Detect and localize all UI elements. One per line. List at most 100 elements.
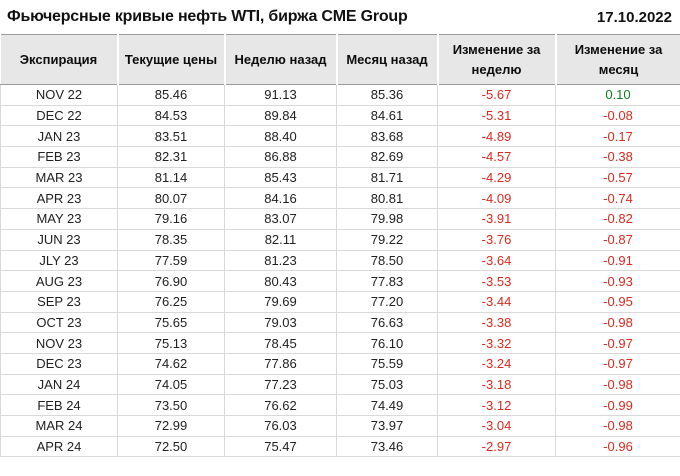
expiration-cell: MAY 23 bbox=[0, 208, 118, 230]
current-price-cell: 74.05 bbox=[117, 374, 225, 396]
week-change-cell: -5.67 bbox=[437, 84, 556, 106]
header-row: Экспирация Текущие цены Неделю назад Мес… bbox=[0, 34, 680, 85]
expiration-cell: JUN 23 bbox=[0, 229, 118, 251]
week-ago-cell: 76.62 bbox=[224, 394, 337, 416]
month-ago-cell: 76.63 bbox=[336, 312, 438, 334]
month-ago-cell: 78.50 bbox=[336, 250, 438, 272]
table-row: FEB 24 73.50 76.62 74.49 -3.12 -0.99 bbox=[0, 394, 680, 416]
month-change-cell: -0.95 bbox=[555, 291, 680, 313]
expiration-cell: APR 24 bbox=[0, 436, 118, 458]
table-row: MAR 24 72.99 76.03 73.97 -3.04 -0.98 bbox=[0, 415, 680, 437]
week-ago-cell: 83.07 bbox=[224, 208, 337, 230]
week-ago-cell: 76.03 bbox=[224, 415, 337, 437]
week-change-cell: -3.53 bbox=[437, 270, 556, 292]
month-change-cell: -0.91 bbox=[555, 250, 680, 272]
current-price-cell: 76.90 bbox=[117, 270, 225, 292]
month-ago-cell: 79.22 bbox=[336, 229, 438, 251]
expiration-cell: NOV 23 bbox=[0, 332, 118, 354]
table-row: JLY 23 77.59 81.23 78.50 -3.64 -0.91 bbox=[0, 250, 680, 272]
expiration-cell: FEB 23 bbox=[0, 146, 118, 168]
current-price-cell: 79.16 bbox=[117, 208, 225, 230]
week-change-cell: -3.04 bbox=[437, 415, 556, 437]
futures-table: Экспирация Текущие цены Неделю назад Мес… bbox=[0, 34, 680, 458]
table-row: DEC 22 84.53 89.84 84.61 -5.31 -0.08 bbox=[0, 105, 680, 127]
expiration-cell: JAN 24 bbox=[0, 374, 118, 396]
week-ago-cell: 79.03 bbox=[224, 312, 337, 334]
column-header-week-ago: Неделю назад bbox=[223, 34, 337, 85]
week-change-cell: -3.12 bbox=[437, 394, 556, 416]
current-price-cell: 72.99 bbox=[117, 415, 225, 437]
current-price-cell: 73.50 bbox=[117, 394, 225, 416]
futures-table-body: NOV 22 85.46 91.13 85.36 -5.67 0.10 DEC 22 84.5… bbox=[0, 84, 680, 458]
expiration-cell: MAR 24 bbox=[0, 415, 118, 437]
week-ago-cell: 85.43 bbox=[224, 167, 337, 189]
week-change-cell: -3.91 bbox=[437, 208, 556, 230]
expiration-cell: NOV 22 bbox=[0, 84, 118, 106]
table-row: JAN 23 83.51 88.40 83.68 -4.89 -0.17 bbox=[0, 125, 680, 148]
current-price-cell: 74.62 bbox=[117, 353, 225, 375]
table-row: DEC 23 74.62 77.86 75.59 -3.24 -0.97 bbox=[0, 353, 680, 375]
month-ago-cell: 77.20 bbox=[336, 291, 438, 313]
current-price-cell: 84.53 bbox=[117, 105, 225, 127]
table-row: NOV 22 85.46 91.13 85.36 -5.67 0.10 bbox=[0, 84, 680, 106]
month-ago-cell: 74.49 bbox=[336, 394, 438, 416]
futures-table-header: Экспирация Текущие цены Неделю назад Мес… bbox=[0, 34, 680, 85]
current-price-cell: 80.07 bbox=[117, 187, 225, 210]
week-change-cell: -3.18 bbox=[437, 374, 556, 396]
month-change-cell: -0.87 bbox=[555, 229, 680, 251]
month-ago-cell: 75.59 bbox=[336, 353, 438, 375]
table-row: JUN 23 78.35 82.11 79.22 -3.76 -0.87 bbox=[0, 229, 680, 251]
week-ago-cell: 89.84 bbox=[224, 105, 337, 127]
expiration-cell: SEP 23 bbox=[0, 291, 118, 313]
month-ago-cell: 85.36 bbox=[336, 84, 438, 106]
week-ago-cell: 88.40 bbox=[224, 125, 337, 148]
week-ago-cell: 86.88 bbox=[224, 146, 337, 168]
page-title: Фьючерсные кривые нефть WTI, биржа CME G… bbox=[7, 8, 408, 25]
week-change-cell: -2.97 bbox=[437, 436, 556, 458]
expiration-cell: OCT 23 bbox=[0, 312, 118, 334]
column-header-current-price: Текущие цены bbox=[116, 34, 225, 85]
month-ago-cell: 83.68 bbox=[336, 125, 438, 148]
month-ago-cell: 84.61 bbox=[336, 105, 438, 127]
current-price-cell: 72.50 bbox=[117, 436, 225, 458]
report-date: 17.10.2022 bbox=[596, 8, 672, 26]
current-price-cell: 81.14 bbox=[117, 167, 225, 189]
column-header-month-change: Изменение за месяц bbox=[554, 34, 680, 85]
month-change-cell: -0.97 bbox=[555, 332, 680, 354]
month-change-cell: -0.98 bbox=[555, 374, 680, 396]
month-change-cell: -0.99 bbox=[555, 394, 680, 416]
current-price-cell: 75.13 bbox=[117, 332, 225, 354]
month-change-cell: -0.97 bbox=[555, 353, 680, 375]
month-change-cell: -0.57 bbox=[555, 167, 680, 189]
month-change-cell: -0.38 bbox=[555, 146, 680, 168]
table-row: MAR 23 81.14 85.43 81.71 -4.29 -0.57 bbox=[0, 167, 680, 189]
month-change-cell: -0.08 bbox=[555, 105, 680, 127]
month-ago-cell: 76.10 bbox=[336, 332, 438, 354]
table-row: OCT 23 75.65 79.03 76.63 -3.38 -0.98 bbox=[0, 312, 680, 334]
table-row: AUG 23 76.90 80.43 77.83 -3.53 -0.93 bbox=[0, 270, 680, 292]
current-price-cell: 82.31 bbox=[117, 146, 225, 168]
expiration-cell: JLY 23 bbox=[0, 250, 118, 272]
month-change-cell: -0.93 bbox=[555, 270, 680, 292]
table-row: NOV 23 75.13 78.45 76.10 -3.32 -0.97 bbox=[0, 332, 680, 354]
expiration-cell: MAR 23 bbox=[0, 167, 118, 189]
current-price-cell: 75.65 bbox=[117, 312, 225, 334]
week-change-cell: -4.89 bbox=[437, 125, 556, 148]
week-ago-cell: 84.16 bbox=[224, 187, 337, 210]
title-bar: Фьючерсные кривые нефть WTI, биржа CME G… bbox=[0, 0, 680, 34]
week-ago-cell: 79.69 bbox=[224, 291, 337, 313]
expiration-cell: APR 23 bbox=[0, 187, 118, 210]
week-ago-cell: 80.43 bbox=[224, 270, 337, 292]
table-row: SEP 23 76.25 79.69 77.20 -3.44 -0.95 bbox=[0, 291, 680, 313]
month-change-cell: -0.98 bbox=[555, 415, 680, 437]
week-ago-cell: 82.11 bbox=[224, 229, 337, 251]
month-change-cell: -0.82 bbox=[555, 208, 680, 230]
week-ago-cell: 91.13 bbox=[224, 84, 337, 106]
week-change-cell: -3.38 bbox=[437, 312, 556, 334]
month-change-cell: -0.98 bbox=[555, 312, 680, 334]
month-ago-cell: 81.71 bbox=[336, 167, 438, 189]
month-ago-cell: 73.97 bbox=[336, 415, 438, 437]
expiration-cell: AUG 23 bbox=[0, 270, 118, 292]
month-ago-cell: 82.69 bbox=[336, 146, 438, 168]
